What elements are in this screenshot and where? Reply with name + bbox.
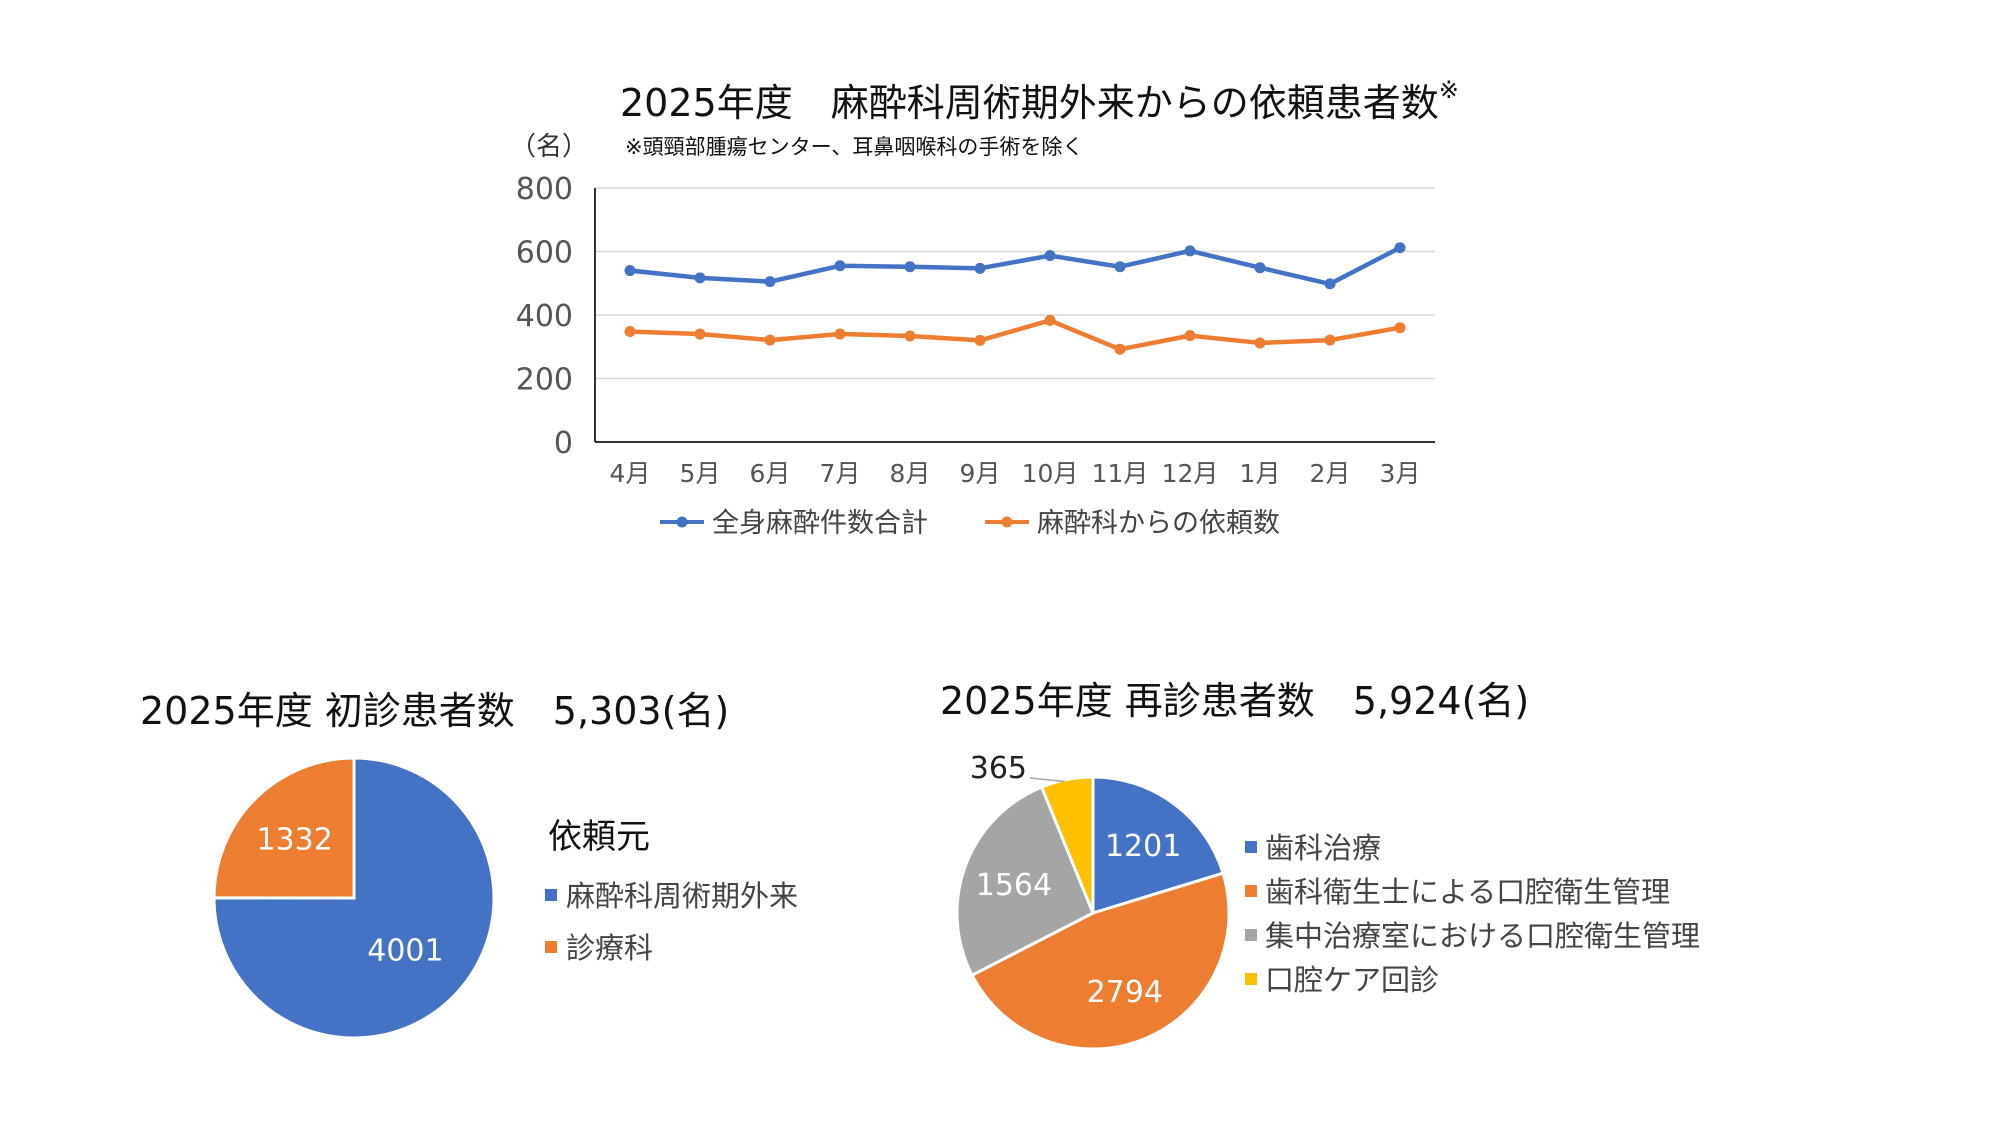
x-tick-label: 12月 xyxy=(1162,459,1219,488)
pie2-data-label: 1201 xyxy=(1105,829,1181,864)
series-2-point xyxy=(764,334,776,346)
line-chart-title-text: 2025年度 麻酔科周術期外来からの依頼患者数 xyxy=(620,81,1439,125)
series-2-point xyxy=(904,330,916,342)
series-2-point xyxy=(1324,334,1336,346)
pie2-slice-4 xyxy=(1039,775,1095,914)
series-1-point xyxy=(904,261,916,273)
pie1-data-label: 1332 xyxy=(256,823,332,858)
series-1-point xyxy=(1184,245,1196,257)
y-axis-unit: （名） xyxy=(510,132,589,162)
pie1-slice-2 xyxy=(212,756,356,900)
series-1-point xyxy=(974,262,986,274)
legend-label-2: 麻酔科からの依頼数 xyxy=(1037,508,1280,539)
y-tick-label: 200 xyxy=(516,363,573,398)
series-2-point xyxy=(694,328,706,340)
series-1-point xyxy=(1044,250,1056,262)
pie2-legend-swatch xyxy=(1245,973,1257,985)
pie1-data-label: 4001 xyxy=(367,934,443,969)
pie2-slice-3 xyxy=(955,785,1095,978)
y-tick-label: 600 xyxy=(516,236,573,271)
legend-label-1: 全身麻酔件数合計 xyxy=(712,508,928,539)
x-tick-label: 8月 xyxy=(890,459,931,488)
series-2-point xyxy=(1254,337,1266,349)
x-tick-label: 9月 xyxy=(960,459,1001,488)
legend-marker-2 xyxy=(1001,516,1013,528)
series-1-point xyxy=(624,265,636,277)
series-2-point xyxy=(1394,322,1406,334)
x-tick-label: 10月 xyxy=(1022,459,1079,488)
pie1-legend-label: 診療科 xyxy=(566,931,653,965)
pie2-legend-swatch xyxy=(1245,885,1257,897)
x-tick-label: 5月 xyxy=(680,459,721,488)
pie2-legend-label: 歯科治療 xyxy=(1265,831,1381,865)
series-line-1 xyxy=(629,245,1402,287)
x-tick-label: 7月 xyxy=(820,459,861,488)
y-tick-label: 0 xyxy=(554,426,573,461)
series-2-point xyxy=(974,334,986,346)
pie2-legend-label: 歯科衛生士による口腔衛生管理 xyxy=(1265,875,1670,909)
series-2-point xyxy=(624,326,636,338)
pie2-leader-line xyxy=(1029,777,1065,783)
x-tick-label: 3月 xyxy=(1380,459,1421,488)
line-chart-note: ※頭頸部腫瘍センター、耳鼻咽喉科の手術を除く xyxy=(625,135,1084,159)
pie2-data-label: 2794 xyxy=(1087,975,1163,1010)
pie2-legend-swatch xyxy=(1245,841,1257,853)
series-1-point xyxy=(764,276,776,288)
pie1-legend-swatch xyxy=(545,941,557,953)
pie1-legend-label: 麻酔科周術期外来 xyxy=(566,879,798,913)
series-1-point xyxy=(834,260,846,272)
series-1-point xyxy=(1254,262,1266,274)
series-line-2 xyxy=(629,318,1401,352)
pie2-legend-label: 口腔ケア回診 xyxy=(1265,963,1439,997)
pie2-legend-swatch xyxy=(1245,929,1257,941)
x-tick-label: 4月 xyxy=(610,459,651,488)
pie2-slice-2 xyxy=(970,871,1231,1051)
y-tick-label: 400 xyxy=(516,299,573,334)
y-tick-label: 800 xyxy=(516,172,573,207)
series-2-point xyxy=(1044,314,1056,326)
pie1-legend-title: 依頼元 xyxy=(548,817,650,857)
pie2-data-label: 1564 xyxy=(976,868,1052,903)
series-2-point xyxy=(834,328,846,340)
legend-marker-1 xyxy=(676,516,688,528)
series-1-point xyxy=(1114,261,1126,273)
pie2-slice-1 xyxy=(1091,775,1225,916)
pie-chart-new-patients-title: 2025年度 初診患者数 5,303(名) xyxy=(140,689,730,733)
pie2-data-label: 365 xyxy=(970,751,1027,786)
series-1-point xyxy=(1394,242,1406,254)
series-1-point xyxy=(694,272,706,284)
x-tick-label: 11月 xyxy=(1092,459,1149,488)
pie1-legend-swatch xyxy=(545,889,557,901)
x-tick-label: 1月 xyxy=(1240,459,1281,488)
x-tick-label: 2月 xyxy=(1310,459,1351,488)
pie2-legend-label: 集中治療室における口腔衛生管理 xyxy=(1265,919,1700,953)
line-chart-title-mark: ※ xyxy=(1438,76,1459,105)
pie1-slice-1 xyxy=(212,756,496,1040)
x-tick-label: 6月 xyxy=(750,459,791,488)
line-chart-title: 2025年度 麻酔科周術期外来からの依頼患者数※ xyxy=(620,72,1459,127)
pie-chart-return-patients-title: 2025年度 再診患者数 5,924(名) xyxy=(940,679,1530,723)
series-1-point xyxy=(1324,278,1336,290)
series-2-point xyxy=(1184,330,1196,342)
series-2-point xyxy=(1114,343,1126,355)
